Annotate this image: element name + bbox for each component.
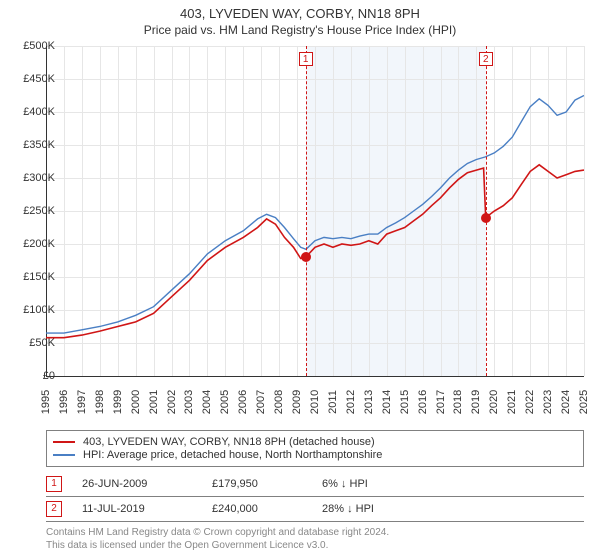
chart-xtick-label: 2002 xyxy=(166,390,178,414)
chart-ytick-label: £50K xyxy=(11,337,55,349)
chart-ytick-label: £150K xyxy=(11,271,55,283)
chart-plot-area: 12 xyxy=(46,46,584,376)
chart-ytick-label: £100K xyxy=(11,304,55,316)
chart-ytick-label: £200K xyxy=(11,238,55,250)
chart-xtick-label: 2023 xyxy=(542,390,554,414)
sale-price: £179,950 xyxy=(212,478,302,490)
legend-box: 403, LYVEDEN WAY, CORBY, NN18 8PH (detac… xyxy=(46,430,584,467)
chart-xtick-label: 1997 xyxy=(76,390,88,414)
chart-series-property xyxy=(46,165,584,338)
legend-swatch xyxy=(53,454,75,456)
chart-xtick-label: 2001 xyxy=(148,390,160,414)
chart-xtick-label: 2005 xyxy=(219,390,231,414)
sale-diff-pct: 6% xyxy=(322,478,338,490)
chart-xtick-label: 1998 xyxy=(94,390,106,414)
chart-sale-dashed xyxy=(486,46,487,376)
chart-xtick-label: 2006 xyxy=(237,390,249,414)
sale-index-box: 1 xyxy=(46,476,62,492)
chart-xtick-label: 2009 xyxy=(291,390,303,414)
chart-ytick-label: £350K xyxy=(11,139,55,151)
legend-row: HPI: Average price, detached house, Nort… xyxy=(53,449,577,461)
legend-label: HPI: Average price, detached house, Nort… xyxy=(83,449,382,461)
sale-diff-ref: HPI xyxy=(356,503,374,515)
chart-xtick-label: 1999 xyxy=(112,390,124,414)
attribution-text: Contains HM Land Registry data © Crown c… xyxy=(46,527,584,552)
chart-title-block: 403, LYVEDEN WAY, CORBY, NN18 8PH Price … xyxy=(0,0,600,37)
chart-ytick-label: £0 xyxy=(11,370,55,382)
chart-series-hpi xyxy=(46,96,584,334)
chart-xtick-label: 2025 xyxy=(578,390,590,414)
chart-xtick-label: 2022 xyxy=(524,390,536,414)
chart-gridline xyxy=(46,376,584,377)
attribution-line1: Contains HM Land Registry data © Crown c… xyxy=(46,527,584,540)
chart-sale-dashed xyxy=(306,46,307,376)
chart-xtick-label: 2018 xyxy=(452,390,464,414)
chart-ytick-label: £400K xyxy=(11,106,55,118)
chart-ytick-label: £250K xyxy=(11,205,55,217)
chart-xtick-label: 2019 xyxy=(470,390,482,414)
sale-diff-ref: HPI xyxy=(350,478,368,490)
chart-xtick-label: 2016 xyxy=(417,390,429,414)
sale-diff-pct: 28% xyxy=(322,503,344,515)
sale-price: £240,000 xyxy=(212,503,302,515)
chart-title-subtitle: Price paid vs. HM Land Registry's House … xyxy=(0,23,600,37)
chart-title-address: 403, LYVEDEN WAY, CORBY, NN18 8PH xyxy=(0,6,600,21)
chart-xtick-label: 2015 xyxy=(399,390,411,414)
attribution-line2: This data is licensed under the Open Gov… xyxy=(46,540,584,553)
chart-xtick-label: 2007 xyxy=(255,390,267,414)
chart-xtick-label: 2012 xyxy=(345,390,357,414)
chart-xtick-label: 2000 xyxy=(130,390,142,414)
chart-xtick-label: 2020 xyxy=(488,390,500,414)
chart-xtick-label: 2008 xyxy=(273,390,285,414)
arrow-down-icon: ↓ xyxy=(341,478,347,490)
chart-xtick-label: 1995 xyxy=(40,390,52,414)
sale-diff: 28% ↓ HPI xyxy=(322,503,584,515)
chart-sale-marker: 1 xyxy=(299,52,313,66)
legend-label: 403, LYVEDEN WAY, CORBY, NN18 8PH (detac… xyxy=(83,436,375,448)
legend-swatch xyxy=(53,441,75,443)
chart-vgridline xyxy=(584,46,585,376)
chart-xtick-label: 2021 xyxy=(506,390,518,414)
chart-xtick-label: 2011 xyxy=(327,390,339,414)
chart-sale-marker: 2 xyxy=(479,52,493,66)
chart-sale-dot xyxy=(481,213,491,223)
arrow-down-icon: ↓ xyxy=(347,503,353,515)
chart-ytick-label: £450K xyxy=(11,73,55,85)
chart-xtick-label: 2024 xyxy=(560,390,572,414)
chart-xtick-label: 2003 xyxy=(183,390,195,414)
sale-date: 11-JUL-2019 xyxy=(82,503,192,515)
chart-xtick-label: 2013 xyxy=(363,390,375,414)
sale-diff: 6% ↓ HPI xyxy=(322,478,584,490)
sales-table-row: 2 11-JUL-2019 £240,000 28% ↓ HPI xyxy=(46,497,584,522)
sale-index-box: 2 xyxy=(46,501,62,517)
chart-xtick-label: 2004 xyxy=(201,390,213,414)
chart-xtick-label: 2017 xyxy=(435,390,447,414)
chart-lines-svg xyxy=(46,46,584,376)
chart-ytick-label: £300K xyxy=(11,172,55,184)
chart-xtick-label: 2014 xyxy=(381,390,393,414)
sale-date: 26-JUN-2009 xyxy=(82,478,192,490)
chart-sale-dot xyxy=(301,252,311,262)
chart-ytick-label: £500K xyxy=(11,40,55,52)
legend-row: 403, LYVEDEN WAY, CORBY, NN18 8PH (detac… xyxy=(53,436,577,448)
sales-table-row: 1 26-JUN-2009 £179,950 6% ↓ HPI xyxy=(46,472,584,497)
chart-xtick-label: 1996 xyxy=(58,390,70,414)
chart-xtick-label: 2010 xyxy=(309,390,321,414)
sales-table: 1 26-JUN-2009 £179,950 6% ↓ HPI 2 11-JUL-2019… xyxy=(46,472,584,522)
